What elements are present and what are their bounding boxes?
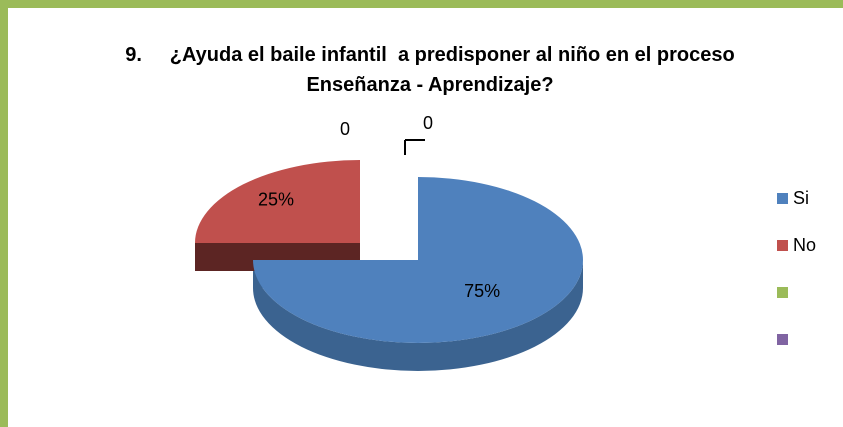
- legend-label: No: [793, 235, 816, 255]
- chart-title: 9. ¿Ayuda el baile infantil a predispone…: [125, 44, 746, 96]
- legend-swatch: [777, 240, 788, 251]
- legend-swatch: [777, 287, 788, 298]
- legend-swatch: [777, 334, 788, 345]
- pie-slice-side: [253, 260, 583, 371]
- data-label: 0: [340, 119, 350, 139]
- pie-slice: [195, 160, 360, 243]
- data-label: 25%: [258, 189, 294, 209]
- pie-slice: [253, 177, 583, 343]
- legend-swatch: [777, 193, 788, 204]
- data-label: 75%: [464, 281, 500, 301]
- legend-label: Si: [793, 188, 809, 208]
- data-label: 0: [423, 113, 433, 133]
